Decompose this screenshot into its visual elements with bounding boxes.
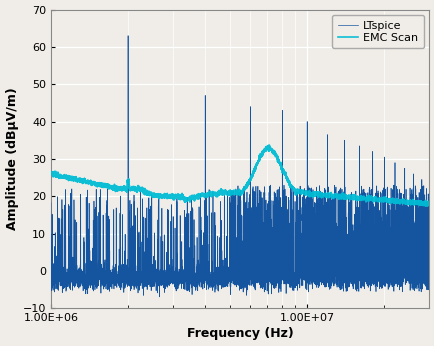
EMC Scan — [294, 190, 299, 194]
LTspice — [330, 196, 335, 200]
Line: EMC Scan: EMC Scan — [51, 145, 428, 206]
EMC Scan — [359, 197, 364, 201]
LTspice — [193, 273, 198, 277]
LTspice — [117, 276, 122, 280]
LTspice — [426, 183, 431, 187]
EMC Scan — [426, 201, 431, 206]
LTspice — [294, 194, 299, 198]
EMC Scan — [330, 193, 335, 197]
EMC Scan — [424, 204, 429, 208]
EMC Scan — [193, 194, 198, 199]
LTspice — [359, 284, 364, 288]
LTspice — [275, 187, 280, 191]
Line: LTspice: LTspice — [51, 36, 428, 297]
LTspice — [157, 295, 162, 299]
EMC Scan — [48, 170, 53, 174]
Legend: LTspice, EMC Scan: LTspice, EMC Scan — [331, 15, 423, 48]
EMC Scan — [117, 187, 122, 191]
Y-axis label: Amplitude (dBμV/m): Amplitude (dBμV/m) — [6, 88, 19, 230]
EMC Scan — [275, 158, 280, 162]
LTspice — [48, 201, 53, 205]
LTspice — [125, 34, 131, 38]
EMC Scan — [266, 143, 271, 147]
X-axis label: Frequency (Hz): Frequency (Hz) — [186, 327, 293, 340]
